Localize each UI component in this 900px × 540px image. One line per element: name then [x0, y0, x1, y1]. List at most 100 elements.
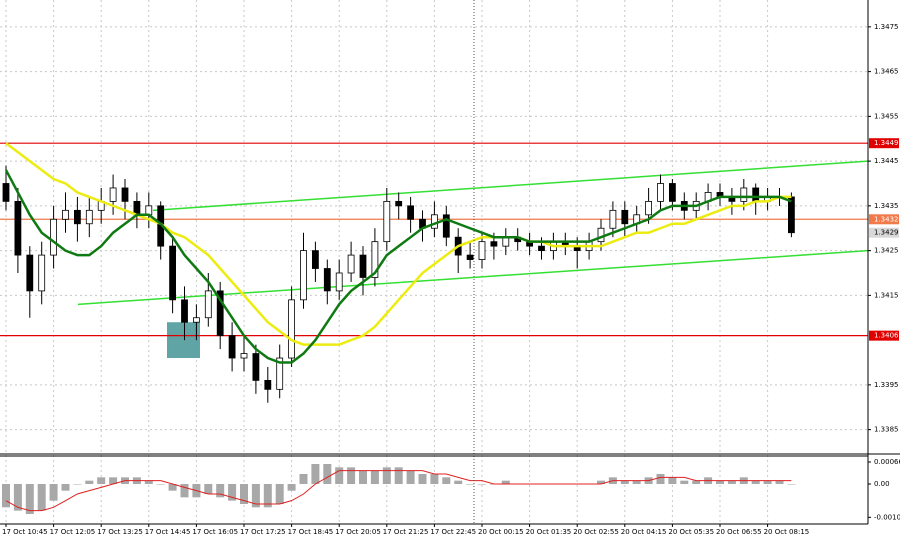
macd-bar — [406, 470, 415, 484]
macd-bar — [620, 480, 629, 484]
macd-bar — [180, 484, 189, 498]
plot — [0, 142, 869, 514]
macd-bar — [216, 484, 225, 498]
candle-body — [597, 227, 605, 243]
macd-bar — [263, 484, 272, 508]
macd-bar — [454, 480, 463, 484]
candle-body — [276, 357, 284, 390]
x-tick-label: 17 Oct 16:05 — [192, 528, 238, 536]
macd-bar — [478, 484, 486, 485]
candle-body — [335, 272, 343, 292]
x-tick-label: 20 Oct 06:55 — [716, 528, 762, 536]
candle-body — [109, 187, 117, 202]
candle-body — [192, 317, 200, 323]
macd-bar — [632, 480, 641, 484]
x-tick-label: 20 Oct 01:35 — [526, 528, 572, 536]
macd-bar — [775, 480, 784, 484]
candle-body — [145, 205, 153, 216]
macd-bar — [394, 467, 403, 484]
macd-bar — [25, 484, 34, 514]
macd-bar — [85, 480, 94, 484]
macd-bar — [692, 480, 701, 484]
candle-body — [181, 299, 188, 323]
candle-body — [14, 200, 22, 256]
candle-body — [669, 183, 676, 202]
candle-body — [538, 245, 545, 252]
macd-bar — [299, 474, 308, 484]
macd-bar — [275, 484, 284, 504]
macd-bar — [382, 467, 391, 484]
macd-bar — [61, 484, 70, 491]
candle-body — [407, 205, 415, 220]
macd-bar — [501, 480, 510, 484]
candle-body — [442, 214, 450, 238]
x-tick-label: 20 Oct 05:35 — [668, 528, 714, 536]
price-level-tag — [869, 138, 899, 149]
price-level-label: 1.3432 — [874, 215, 899, 223]
price-level-tag — [869, 214, 899, 225]
y-tick-label: 1.3385 — [874, 426, 899, 434]
price-level-tag — [869, 330, 899, 341]
candle-body — [740, 187, 748, 202]
x-tick-label: 17 Oct 20:05 — [335, 528, 381, 536]
macd-bar — [763, 480, 772, 484]
candle-body — [621, 209, 629, 225]
macd-bar — [442, 477, 451, 484]
macd-bar — [240, 484, 248, 504]
macd-bar — [73, 484, 82, 485]
y-tick-label: 1.3475 — [874, 23, 899, 31]
candle-body — [85, 209, 93, 225]
candle-body — [121, 187, 129, 202]
candle-body — [478, 241, 486, 260]
x-tick-label: 17 Oct 13:25 — [97, 528, 143, 536]
macd-bar — [370, 470, 379, 484]
x-tick-label: 17 Oct 14:45 — [145, 528, 191, 536]
x-tick-label: 17 Oct 12:05 — [50, 528, 96, 536]
macd-bar — [49, 484, 58, 501]
candle-body — [371, 241, 379, 278]
y-tick-label: -0.0010 — [874, 513, 900, 521]
candle-body — [657, 183, 664, 202]
current-price-tag — [869, 227, 899, 238]
candle-body — [169, 245, 177, 301]
x-tick-label: 17 Oct 18:45 — [288, 528, 334, 536]
macd-bar — [156, 484, 165, 485]
candle-body — [490, 241, 498, 247]
macd-bar — [430, 474, 439, 484]
macd-bar — [251, 484, 260, 508]
x-tick-label: 20 Oct 02:55 — [573, 528, 619, 536]
candle-body — [252, 353, 260, 381]
macd-bar — [204, 484, 213, 494]
candle-body — [38, 254, 46, 292]
signal-line — [5, 470, 792, 512]
macd-bar — [787, 484, 796, 485]
macd-bar — [418, 474, 427, 484]
macd-bar — [359, 470, 367, 484]
macd-bar — [311, 464, 320, 484]
candle-body — [2, 183, 10, 202]
candle-body — [74, 209, 81, 225]
macd-bar — [323, 464, 332, 484]
candle-body — [430, 214, 438, 229]
macd-bar — [335, 467, 344, 484]
macd-bar — [597, 480, 605, 484]
macd-bar — [97, 477, 106, 484]
current-price-label: 1.3429 — [874, 229, 899, 237]
y-tick-label: 1.3415 — [874, 291, 899, 299]
macd-bar — [109, 477, 118, 484]
candle-body — [50, 218, 57, 256]
candle-body — [62, 209, 69, 220]
y-tick-label: 1.3435 — [874, 202, 899, 210]
candle-body — [288, 299, 296, 359]
macd-bar — [751, 480, 760, 484]
x-tick-label: 17 Oct 10:45 — [2, 528, 48, 536]
candle-body — [216, 290, 224, 337]
x-tick-label: 20 Oct 08:15 — [764, 528, 810, 536]
y-tick-label: 0.00066 — [874, 458, 900, 466]
candle-body — [395, 200, 403, 207]
macd-bar — [228, 484, 237, 501]
y-tick-label: 1.3465 — [874, 68, 899, 76]
candle-body — [311, 250, 319, 269]
